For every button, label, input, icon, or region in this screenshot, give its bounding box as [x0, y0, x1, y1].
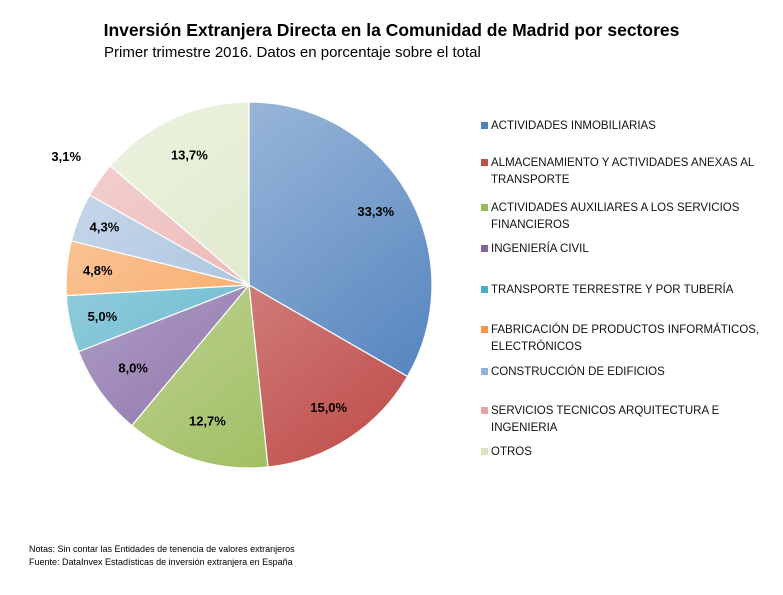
chart-subtitle: Primer trimestre 2016. Datos en porcenta… [104, 44, 481, 61]
chart-title: Inversión Extranjera Directa en la Comun… [103, 20, 680, 40]
legend-label: TRANSPORTE TERRESTRE Y POR TUBERÍA [491, 284, 734, 296]
pie-slice [109, 101, 250, 287]
legend-item: ACTIVIDADES INMOBILIARIAS [481, 118, 766, 135]
slice-data-label: 4,3% [90, 219, 120, 234]
legend-item: OTROS [481, 444, 766, 461]
footnotes: Notas: Sin contar las Entidades de tenen… [29, 543, 295, 569]
slice-data-label: 5,0% [88, 309, 118, 324]
legend-label: CONSTRUCCIÓN DE EDIFICIOS [491, 366, 665, 378]
pie-slice [130, 283, 269, 469]
source-line: Fuente: DataInvex Estadísticas de invers… [29, 557, 293, 567]
legend-label: SERVICIOS TECNICOS ARQUITECTURA E INGENI… [491, 405, 720, 434]
legend-label: ACTIVIDADES AUXILIARES A LOS SERVICIOS F… [491, 202, 740, 231]
legend-label: OTROS [491, 446, 532, 458]
pie-slice [77, 284, 250, 427]
legend-label: ALMACENAMIENTO Y ACTIVIDADES ANEXAS AL T… [491, 157, 754, 186]
slice-data-label: 4,8% [83, 263, 113, 278]
legend-swatch [481, 159, 488, 166]
legend-swatch [481, 204, 488, 211]
legend-swatch [481, 407, 488, 414]
legend-swatch [481, 326, 488, 333]
legend-swatch [481, 286, 488, 293]
legend-item: ACTIVIDADES AUXILIARES A LOS SERVICIOS F… [481, 200, 766, 234]
pie-slice [248, 283, 409, 468]
legend-item: CONSTRUCCIÓN DE EDIFICIOS [481, 364, 766, 381]
legend-label: INGENIERÍA CIVIL [491, 243, 589, 255]
slice-data-label: 13,7% [171, 147, 208, 162]
legend-item: INGENIERÍA CIVIL [481, 241, 766, 258]
slice-data-label: 12,7% [189, 414, 226, 429]
slice-data-label: 33,3% [357, 204, 394, 219]
note-line: Notas: Sin contar las Entidades de tenen… [29, 544, 295, 554]
legend-swatch [481, 368, 488, 375]
legend-item: FABRICACIÓN DE PRODUCTOS INFORMÁTICOS, E… [481, 322, 766, 356]
slice-data-label: 15,0% [310, 400, 347, 415]
legend-item: ALMACENAMIENTO Y ACTIVIDADES ANEXAS AL T… [481, 155, 766, 189]
slice-data-label: 3,1% [51, 149, 81, 164]
legend-swatch [481, 448, 488, 455]
legend-item: TRANSPORTE TERRESTRE Y POR TUBERÍA [481, 282, 766, 299]
legend-swatch [481, 122, 488, 129]
legend-label: ACTIVIDADES INMOBILIARIAS [491, 120, 656, 132]
legend-label: FABRICACIÓN DE PRODUCTOS INFORMÁTICOS, E… [491, 324, 760, 353]
legend-item: SERVICIOS TECNICOS ARQUITECTURA E INGENI… [481, 403, 766, 437]
legend-swatch [481, 245, 488, 252]
slice-data-label: 8,0% [118, 360, 148, 375]
pie-slice [248, 101, 433, 378]
